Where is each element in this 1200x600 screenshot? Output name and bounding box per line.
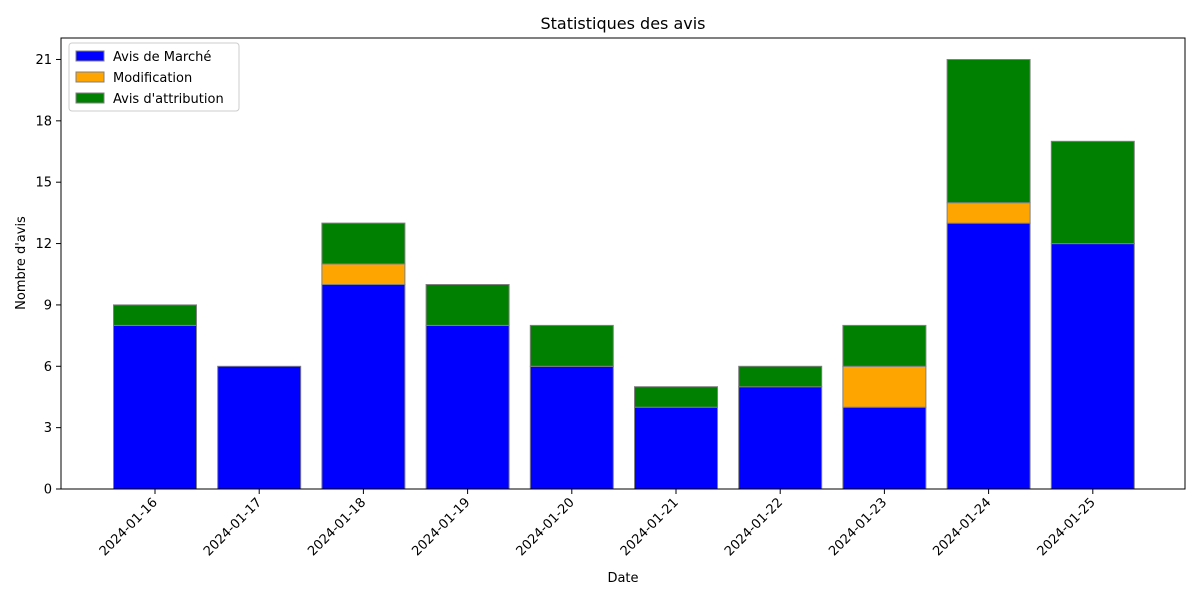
legend-label: Avis d'attribution xyxy=(113,92,224,107)
y-tick-label: 15 xyxy=(35,176,52,191)
legend-swatch xyxy=(75,50,105,62)
y-tick-label: 0 xyxy=(44,483,52,498)
y-tick-label: 9 xyxy=(44,298,52,313)
plot-frame xyxy=(60,37,1186,490)
bar-segment-3-2024-01-22 xyxy=(738,365,823,388)
bar-segment-1-2024-01-16 xyxy=(113,324,197,490)
y-tick-label: 18 xyxy=(35,114,52,129)
y-tick-label: 12 xyxy=(35,237,52,252)
y-tick-label: 21 xyxy=(35,53,52,68)
y-tick-label: 6 xyxy=(44,360,52,375)
bar-segment-2-2024-01-24 xyxy=(946,202,1031,224)
bar-segment-3-2024-01-19 xyxy=(425,284,510,326)
legend-label: Modification xyxy=(113,71,192,86)
x-tick-label: 2024-01-24 xyxy=(930,495,994,559)
x-tick-label: 2024-01-25 xyxy=(1035,495,1099,559)
x-tick-label: 2024-01-21 xyxy=(618,495,682,559)
bar-segment-1-2024-01-18 xyxy=(321,284,406,490)
y-tick-label: 3 xyxy=(44,421,52,436)
legend-label: Avis de Marché xyxy=(113,50,211,65)
legend: Avis de Marché Modification Avis d'attribu… xyxy=(68,42,240,112)
bar-segment-1-2024-01-20 xyxy=(529,365,614,490)
bar-segment-1-2024-01-22 xyxy=(738,386,823,490)
bar-segment-2-2024-01-23 xyxy=(842,365,927,408)
legend-frame xyxy=(68,42,240,112)
y-axis-label: Nombre d'avis xyxy=(14,216,29,310)
bar-segment-1-2024-01-25 xyxy=(1050,243,1135,490)
bar-segment-2-2024-01-18 xyxy=(321,263,406,285)
x-tick-label: 2024-01-16 xyxy=(97,495,161,559)
bar-segment-1-2024-01-19 xyxy=(425,324,510,490)
bar-segment-3-2024-01-25 xyxy=(1050,140,1135,245)
bar-segment-1-2024-01-23 xyxy=(842,406,927,490)
bar-segment-3-2024-01-18 xyxy=(321,222,406,265)
bar-segment-1-2024-01-21 xyxy=(634,406,718,490)
x-tick-label: 2024-01-17 xyxy=(201,495,265,559)
x-axis-label: Date xyxy=(607,571,638,586)
legend-swatch xyxy=(75,92,105,104)
bar-segment-3-2024-01-23 xyxy=(842,324,927,367)
x-tick-label: 2024-01-22 xyxy=(722,495,786,559)
bar-segment-1-2024-01-24 xyxy=(946,222,1031,490)
x-tick-label: 2024-01-18 xyxy=(305,495,369,559)
legend-swatch xyxy=(75,71,105,83)
bar-segment-3-2024-01-16 xyxy=(113,304,197,326)
bar-segment-3-2024-01-20 xyxy=(529,324,614,367)
x-axis-ticks: 2024-01-16 2024-01-17 2024-01-18 2024-01-19… xyxy=(97,489,1099,559)
x-tick-label: 2024-01-19 xyxy=(409,495,473,559)
bar-segment-3-2024-01-21 xyxy=(634,386,718,408)
bar-segment-3-2024-01-24 xyxy=(946,59,1031,204)
y-axis-ticks: 0 3 6 9 12 15 18 21 xyxy=(35,53,61,498)
bars-group xyxy=(113,59,1135,490)
x-tick-label: 2024-01-20 xyxy=(514,495,578,559)
chart-title: Statistiques des avis xyxy=(540,14,705,33)
x-tick-label: 2024-01-23 xyxy=(826,495,890,559)
bar-segment-1-2024-01-17 xyxy=(217,365,302,490)
